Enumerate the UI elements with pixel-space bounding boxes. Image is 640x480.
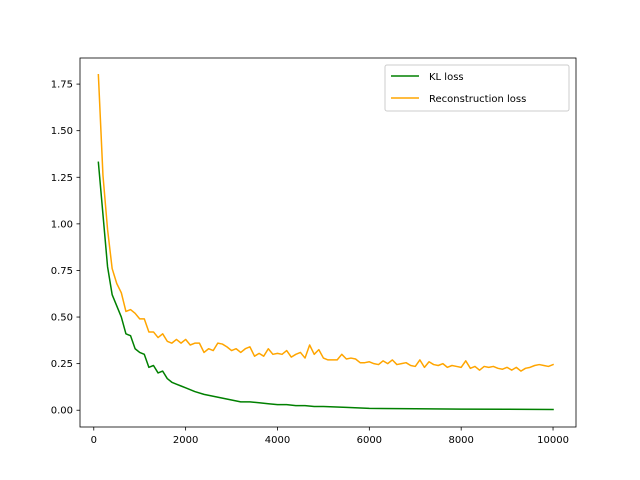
y-tick-label: 1.25 (51, 173, 73, 184)
legend-label: Reconstruction loss (429, 94, 526, 105)
x-tick-label: 4000 (265, 435, 290, 446)
legend: KL loss Reconstruction loss (384, 64, 570, 112)
x-tick-label: 10000 (537, 435, 569, 446)
y-tick-label: 0.00 (51, 406, 73, 417)
plot-area (79, 57, 577, 428)
series-line-2 (97, 73, 555, 372)
y-tick-label: 1.75 (51, 80, 73, 91)
legend-box (384, 64, 570, 112)
y-tick-label: 1.50 (51, 126, 73, 137)
series-layer (97, 73, 555, 411)
y-tick-label: 0.50 (51, 313, 73, 324)
x-tick-label: 2000 (173, 435, 198, 446)
y-tick-label: 1.00 (51, 219, 73, 230)
y-tick-label: 0.25 (51, 359, 73, 370)
y-tick-label: 0.75 (51, 266, 73, 277)
axes-frame (79, 57, 577, 428)
x-tick-label: 0 (91, 435, 97, 446)
x-tick-label: 6000 (357, 435, 382, 446)
legend-label: KL loss (429, 72, 464, 83)
x-tick-label: 8000 (448, 435, 473, 446)
y-axis: 0.00 0.25 0.50 0.75 1.00 1.25 1.50 1.75 (51, 80, 80, 417)
x-axis: 0 2000 4000 6000 8000 10000 (91, 427, 569, 446)
series-line-1 (97, 161, 554, 411)
